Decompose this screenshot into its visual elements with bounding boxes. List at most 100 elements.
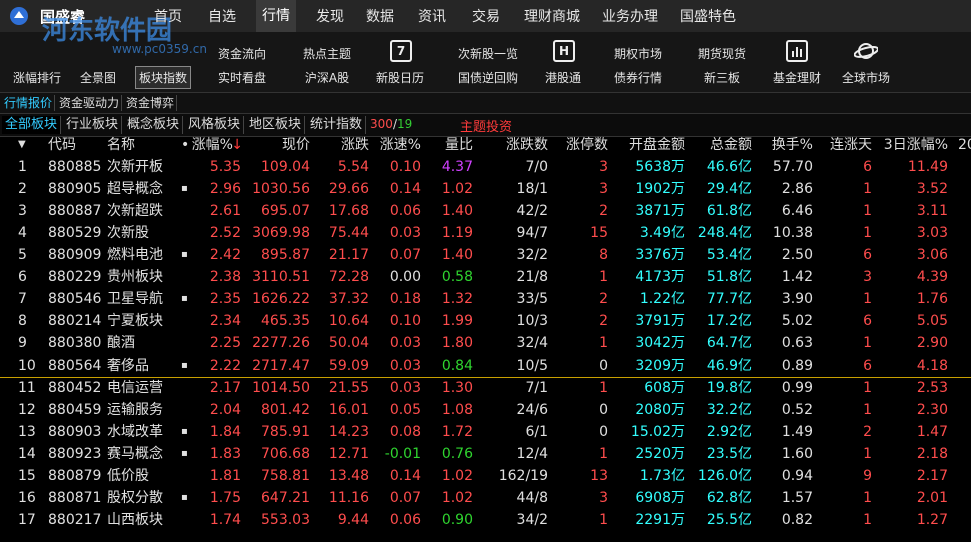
table-cell: 1.80 xyxy=(441,335,473,352)
toolbar-icon[interactable]: 7 xyxy=(390,40,412,62)
menu-item[interactable]: 首页 xyxy=(154,9,182,25)
toolbar-label[interactable]: 新三板 xyxy=(703,71,740,85)
table-cell: 33/5 xyxy=(516,291,548,308)
toolbar-label[interactable]: 新股日历 xyxy=(375,71,424,85)
menu-item[interactable]: 理财商城 xyxy=(524,9,580,25)
toolbar-label[interactable]: 期货现货 xyxy=(697,47,746,61)
toolbar-label[interactable]: 港股通 xyxy=(544,71,581,85)
menu-item[interactable]: 行情 xyxy=(256,0,296,32)
column-header[interactable]: 名称 xyxy=(107,137,135,153)
table-cell: 3 xyxy=(599,181,608,198)
column-header[interactable]: 20 xyxy=(958,137,971,153)
column-header[interactable]: 涨速% xyxy=(379,137,421,153)
table-cell: ▪ xyxy=(181,359,188,371)
table-cell: 1.75 xyxy=(209,489,241,506)
menu-item[interactable]: 国盛特色 xyxy=(680,9,736,25)
table-cell: 3.90 xyxy=(781,291,813,308)
menu-item[interactable]: 数据 xyxy=(366,9,394,25)
table-cell: 10/5 xyxy=(516,357,548,374)
toolbar-label[interactable]: 全景图 xyxy=(79,71,116,85)
table-cell: 0.00 xyxy=(389,269,421,286)
table-cell: 880885 xyxy=(48,159,102,175)
table-cell: 1 xyxy=(863,181,872,198)
column-header[interactable]: 代码 xyxy=(48,137,76,153)
toolbar-label[interactable]: 次新股一览 xyxy=(457,47,518,61)
table-cell: 1.49 xyxy=(781,423,813,440)
column-header[interactable]: 涨幅% xyxy=(191,137,233,153)
table-cell: 895.87 xyxy=(261,247,310,264)
table-cell: 2080万 xyxy=(635,401,685,418)
table-cell: 2291万 xyxy=(635,511,685,528)
toolbar-label[interactable]: 基金理财 xyxy=(772,71,821,85)
table-cell: 62.8亿 xyxy=(706,489,752,506)
toolbar-label[interactable]: 实时看盘 xyxy=(217,71,266,85)
table-cell: 1.32 xyxy=(441,291,473,308)
column-header[interactable]: 涨跌 xyxy=(341,137,369,153)
toolbar-label[interactable]: 资金流向 xyxy=(217,47,266,61)
column-header[interactable]: 涨停数 xyxy=(566,137,608,153)
toolbar-label[interactable]: 全球市场 xyxy=(841,71,890,85)
table-cell: 1 xyxy=(863,203,872,220)
tab[interactable]: 资金驱动力 xyxy=(57,95,123,111)
toolbar-label[interactable]: 期权市场 xyxy=(613,47,662,61)
table-cell: 5.05 xyxy=(916,313,948,330)
table-cell: 880923 xyxy=(48,445,102,462)
toolbar-label[interactable]: 板块指数 xyxy=(135,66,192,89)
subtab[interactable]: 统计指数 xyxy=(307,116,367,134)
table-cell: 2.38 xyxy=(209,269,241,286)
menu-item[interactable]: 发现 xyxy=(316,9,344,25)
table-cell: 880871 xyxy=(48,489,102,506)
toolbar-label[interactable]: 国债逆回购 xyxy=(457,71,518,85)
table-cell: 2.34 xyxy=(209,313,241,330)
tab[interactable]: 资金博弈 xyxy=(124,95,178,111)
table-cell: 3.52 xyxy=(916,181,948,198)
table-cell: 0.03 xyxy=(389,335,421,352)
subtab[interactable]: 全部板块 xyxy=(2,116,62,134)
column-header[interactable]: ▼ xyxy=(18,139,26,150)
column-header[interactable]: 3日涨幅% xyxy=(883,137,948,153)
column-header[interactable]: • xyxy=(181,137,190,153)
column-header[interactable]: 量比 xyxy=(445,137,473,153)
menu-item[interactable]: 资讯 xyxy=(418,9,446,25)
table-cell: 3042万 xyxy=(635,335,685,352)
table-cell: 553.03 xyxy=(261,511,310,528)
toolbar-icon[interactable] xyxy=(785,39,809,63)
theme-link[interactable]: 主题投资 xyxy=(460,120,513,135)
column-header[interactable]: 连涨天 xyxy=(830,137,872,153)
table-cell: 5638万 xyxy=(635,159,685,175)
column-header[interactable]: 总金额 xyxy=(710,137,752,153)
toolbar-label[interactable]: 债券行情 xyxy=(613,71,662,85)
toolbar-icon[interactable] xyxy=(854,39,878,63)
table-cell: 超导概念 xyxy=(107,181,163,198)
table-cell: 2.52 xyxy=(209,225,241,242)
column-header[interactable]: 开盘金额 xyxy=(629,137,685,153)
tab[interactable]: 行情报价 xyxy=(2,95,56,111)
subtab[interactable]: 地区板块 xyxy=(246,116,306,134)
table-cell: 1.83 xyxy=(209,445,241,462)
table-cell: 13.48 xyxy=(328,467,369,484)
toolbar-label[interactable]: 涨幅排行 xyxy=(12,71,61,85)
toolbar-icon[interactable]: H xyxy=(553,40,575,62)
menu-item[interactable]: 业务办理 xyxy=(602,9,658,25)
table-cell: 126.0亿 xyxy=(697,467,752,484)
table-cell: 0.14 xyxy=(389,467,421,484)
table-cell: 1.22亿 xyxy=(639,291,685,308)
column-header[interactable]: 涨跌数 xyxy=(506,137,548,153)
menu-item[interactable]: 自选 xyxy=(208,9,236,25)
subtab[interactable]: 概念板块 xyxy=(124,116,184,134)
table-cell: 72.28 xyxy=(328,269,369,286)
table-cell: 1.02 xyxy=(441,181,473,198)
toolbar-label[interactable]: 热点主题 xyxy=(302,47,351,61)
menu-item[interactable]: 交易 xyxy=(472,9,500,25)
subtab[interactable]: 行业板块 xyxy=(63,116,123,134)
table-cell: 1.72 xyxy=(441,423,473,440)
column-header[interactable]: 换手% xyxy=(771,137,813,153)
table-cell: 880905 xyxy=(48,181,102,198)
table-cell: 1 xyxy=(599,379,608,396)
subtab[interactable]: 风格板块 xyxy=(185,116,245,134)
toolbar-label[interactable]: 沪深A股 xyxy=(304,71,350,85)
table-cell: 0.18 xyxy=(389,291,421,308)
column-header[interactable]: 现价 xyxy=(282,137,310,153)
table-cell: 5.02 xyxy=(781,313,813,330)
